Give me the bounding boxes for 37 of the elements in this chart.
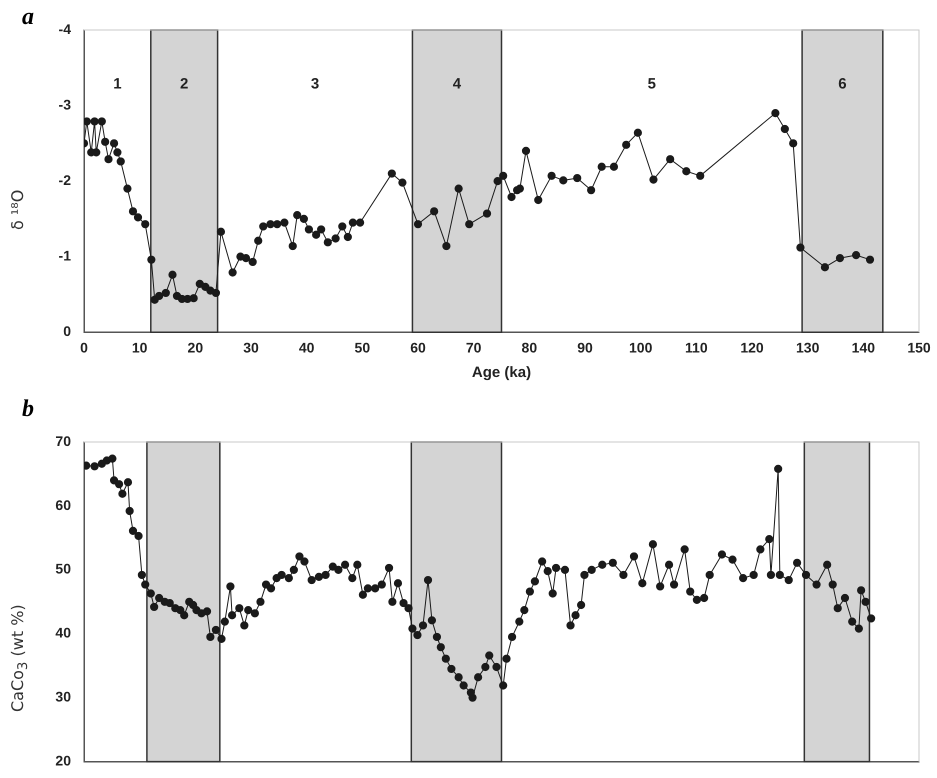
y-tick-label: 20 — [55, 752, 72, 768]
x-tick-label: 20 — [188, 339, 204, 356]
x-tick-label: 70 — [466, 339, 482, 356]
x-tick-label: 10 — [132, 339, 148, 356]
x-tick-label: 120 — [740, 339, 764, 356]
x-tick-label: 80 — [522, 339, 538, 356]
x-tick-label: 140 — [852, 339, 876, 356]
x-tick-label: 40 — [298, 339, 315, 356]
annotation: 4 — [452, 76, 462, 93]
x-tick-label: 130 — [796, 339, 820, 356]
y-tick-label: 30 — [55, 688, 72, 705]
x-axis-title: Age (ka) — [472, 364, 532, 382]
y-axis-title: δ ¹⁸O — [8, 190, 27, 230]
x-tick-label: 0 — [80, 339, 88, 356]
x-tick-label: 90 — [577, 339, 593, 356]
annotation: 6 — [838, 76, 847, 93]
y-tick-label: -2 — [58, 172, 72, 188]
x-tick-label: 110 — [685, 339, 708, 356]
annotation: 3 — [310, 76, 320, 93]
y-tick-label: -4 — [58, 20, 72, 37]
y-tick-label: -3 — [58, 96, 72, 112]
chart-title: a — [22, 4, 34, 31]
x-tick-label: 60 — [410, 339, 426, 356]
annotation: 1 — [113, 76, 122, 93]
y-tick-label: 50 — [55, 560, 72, 577]
x-tick-label: 100 — [628, 339, 653, 356]
y-tick-label: 70 — [55, 432, 72, 449]
annotation: 2 — [180, 76, 188, 93]
chart-title: b — [22, 396, 34, 423]
y-tick-label: -1 — [58, 248, 72, 264]
x-tick-label: 30 — [243, 339, 259, 356]
y-tick-label: 0 — [63, 323, 72, 340]
y-tick-label: 60 — [55, 496, 72, 513]
x-tick-label: 150 — [907, 339, 931, 356]
x-tick-label: 50 — [354, 339, 370, 356]
annotation: 5 — [648, 76, 656, 93]
y-tick-label: 40 — [55, 624, 72, 641]
